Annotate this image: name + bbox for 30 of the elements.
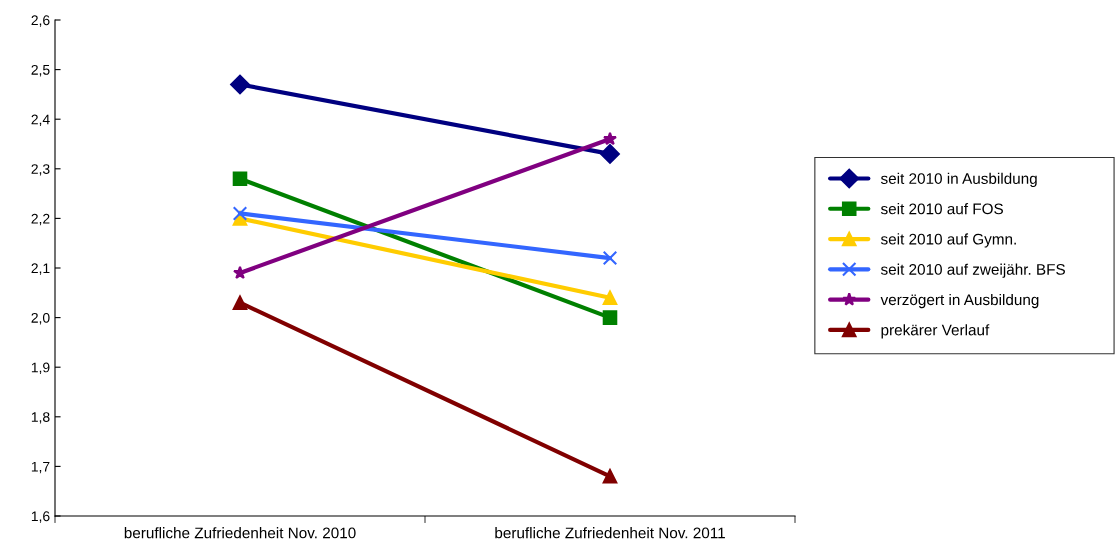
point: [600, 144, 620, 164]
point: [602, 290, 618, 306]
point: [602, 250, 618, 266]
x-tick-label: berufliche Zufriedenheit Nov. 2011: [495, 527, 725, 539]
y-tick-label: 2,2: [31, 213, 50, 226]
point: [230, 74, 250, 95]
y-tick-label: 2,4: [31, 114, 50, 127]
point: [603, 131, 617, 146]
point: [232, 206, 248, 221]
y-tick-label: 1,9: [31, 362, 50, 375]
x-tick-label: berufliche Zufriedenheit Nov. 2010: [124, 527, 356, 539]
legend-label: prekärer Verlauf: [881, 324, 990, 339]
y-tick-label: 2,3: [31, 164, 50, 176]
point: [602, 310, 618, 325]
y-tick-label: 2,0: [31, 312, 50, 325]
legend-label: seit 2010 auf Gymn.: [880, 233, 1016, 248]
y-tick-label: 2,1: [31, 263, 50, 275]
point: [232, 295, 248, 311]
legend-label: seit 2010 auf zweijähr. BFS: [880, 263, 1065, 278]
y-tick-label: 2,6: [31, 15, 50, 27]
legend-label: verzögert in Ausbildung: [880, 293, 1039, 309]
point: [602, 469, 618, 484]
y-tick-label: 1,6: [31, 511, 50, 523]
y-tick-label: 1,8: [31, 412, 50, 424]
legend-label: seit 2010 auf FOS: [880, 203, 1003, 215]
y-tick-label: 1,7: [31, 461, 50, 474]
point: [233, 265, 247, 280]
point: [232, 171, 248, 187]
legend-label: seit 2010 in Ausbildung: [880, 172, 1037, 188]
y-tick-label: 2,5: [31, 64, 50, 77]
